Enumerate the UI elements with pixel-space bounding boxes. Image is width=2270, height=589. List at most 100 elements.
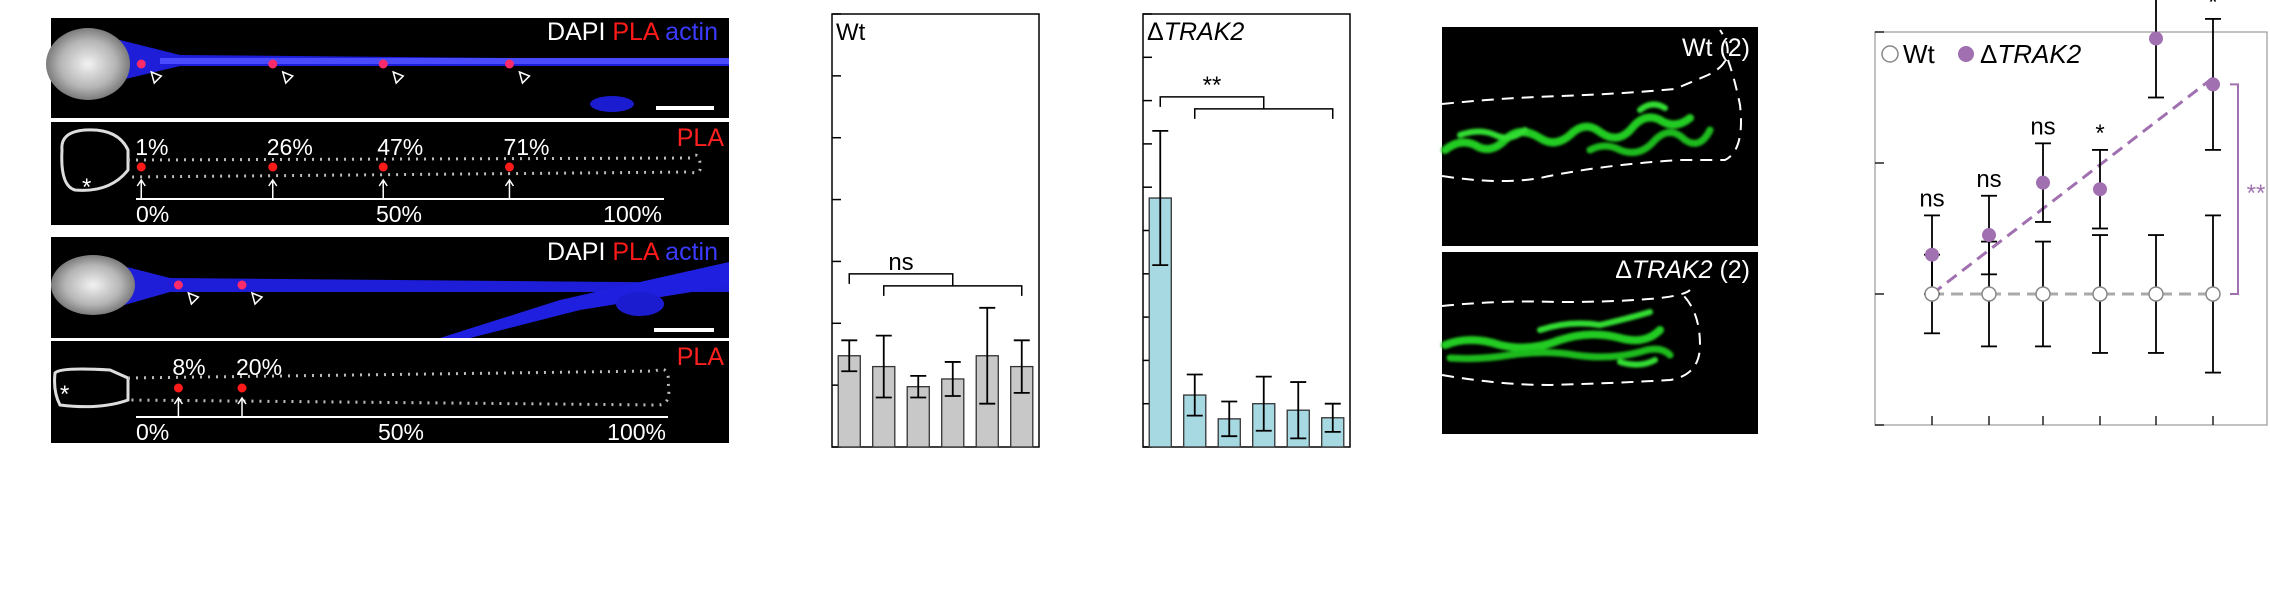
wt-nucleus-outline <box>60 128 130 192</box>
trak2-pla-dot-0 <box>173 280 183 290</box>
wt-scale-bar <box>656 106 714 110</box>
wt-trace-pct-2: 47% <box>377 134 423 160</box>
wt-trace-arrowhead-3 <box>504 178 515 187</box>
legend-wt-label: Wt <box>1903 39 1936 69</box>
cmp-wt-point-3 <box>2092 286 2108 302</box>
wt-bar-chart: Wt ns <box>831 13 1040 448</box>
trak2-axis-label-1: 50% <box>378 419 424 445</box>
legend-trak2-marker <box>1958 46 1974 62</box>
trak2-mito-strand-1 <box>1441 326 1664 352</box>
legend-wt-marker <box>1881 45 1899 63</box>
trak2-mito-strand-4 <box>1617 357 1658 368</box>
cmp-trak2-point-1 <box>1982 228 1996 243</box>
trak2-pla-arrowhead-1 <box>250 291 264 306</box>
trak2-trace-pct-1: 20% <box>236 354 282 380</box>
wt-pla-dot-0 <box>136 59 146 69</box>
cmp-wt-point-1 <box>1981 286 1997 302</box>
trak2-actin-blob <box>616 292 664 316</box>
trak2-pla-arrowhead-0 <box>187 291 200 306</box>
cmp-sig-5: * <box>2208 0 2217 16</box>
cmp-wt-point-4 <box>2148 286 2164 302</box>
wt-bars <box>837 306 1034 448</box>
cmp-wt-point-0 <box>1924 286 1940 302</box>
trak2-scale-bar <box>654 328 714 332</box>
legend-trak2-label: ΔTRAK2 <box>1980 39 2082 69</box>
cmp-sig-1: ns <box>1976 166 2001 193</box>
cmp-sig-0: ns <box>1919 185 1944 212</box>
trak2-chart-title: ΔTRAK2 <box>1147 18 1244 46</box>
mitochondria-images-panel: Wt (2) ΔTRAK2 (2) <box>1441 27 1758 434</box>
legend-dapi: DAPI <box>547 238 605 266</box>
trak2-actin-process <box>100 260 729 312</box>
wt-nucleus <box>46 28 130 100</box>
trak2-trace-dot-1 <box>237 383 247 393</box>
wt-micrograph-panel: DAPI PLA actin PLA * 1% 26% 47% 71% 0% 50% 10… <box>46 18 729 227</box>
cmp-fit-trak2 <box>1931 76 2214 296</box>
wt-axis-label-1: 50% <box>376 201 422 227</box>
trak2-micrograph-legend: DAPI PLA actin <box>547 238 718 266</box>
trak2-pla-dots <box>173 280 264 306</box>
legend-trak2-delta: Δ <box>1980 39 1997 69</box>
wt-pla-dot-3 <box>504 59 514 69</box>
wt-mito-strand-2 <box>1457 127 1528 141</box>
wt-axis-label-0: 0% <box>136 201 169 227</box>
wt-sig-label: ns <box>888 249 913 276</box>
trak2-trace-pct-0: 8% <box>172 354 205 380</box>
trak2-trace-dot-0 <box>173 383 183 393</box>
wt-trace-background <box>51 122 729 225</box>
legend-trak2-gene: TRAK2 <box>1997 39 2081 69</box>
trak2-trace-label: PLA <box>677 343 725 371</box>
trak2-axis-label-0: 0% <box>136 419 169 445</box>
trak2-micrograph-panel: DAPI PLA actin PLA * 8% 20% 0% 50% 100% <box>51 237 729 445</box>
wt-trace-markers: 1% 26% 47% 71% <box>135 134 550 198</box>
trak2-crossing-actin <box>440 262 729 338</box>
trak2-title-delta: Δ <box>1147 18 1164 46</box>
trak2-title-gene: TRAK2 <box>1164 18 1245 46</box>
wt-mito-strand-1 <box>1441 113 1694 154</box>
cmp-trak2-point-4 <box>2149 31 2163 46</box>
trak2-mito-delta: Δ <box>1615 256 1632 284</box>
trak2-significance: ** <box>1159 72 1334 119</box>
trak2-mito-strand-2 <box>1446 345 1674 363</box>
wt-mito-strand-4 <box>1637 101 1668 113</box>
trak2-trace-background <box>51 341 729 443</box>
wt-actin-blob <box>590 96 634 112</box>
cmp-sig-3: * <box>2095 120 2104 147</box>
wt-trace-dot-3 <box>504 162 514 172</box>
wt-pla-arrowhead-3 <box>518 70 531 85</box>
trak2-trace-arrowhead-0 <box>173 396 184 405</box>
wt-trace-arrowhead-2 <box>378 178 388 187</box>
wt-trace-pct-0: 1% <box>135 134 168 160</box>
trak2-mito-outline-bottom <box>1441 291 1702 387</box>
legend-dapi: DAPI <box>547 18 605 46</box>
comparison-plot-frame <box>1874 31 2268 426</box>
cmp-bracket <box>2230 83 2239 295</box>
trak2-trace-markers: 8% 20% <box>172 354 282 417</box>
wt-trace-pct-3: 71% <box>503 134 549 160</box>
trak2-sig-label: ** <box>1203 72 1222 99</box>
trak2-trace-arrowhead-1 <box>237 396 247 405</box>
wt-nucleus-asterisk: * <box>82 174 91 201</box>
comparison-fit-lines <box>1931 76 2214 296</box>
trak2-axis-label-2: 100% <box>607 419 666 445</box>
wt-trace-dot-0 <box>136 162 146 172</box>
wt-pla-arrowhead-1 <box>281 70 295 85</box>
trak2-bars <box>1148 130 1345 448</box>
wt-mito-network <box>1441 101 1714 156</box>
wt-trace-dot-2 <box>378 162 388 172</box>
trak2-mito-suffix: (2) <box>1713 256 1751 284</box>
trak2-sig-bracket-main <box>1159 96 1265 109</box>
wt-trace-axis-labels: 0% 50% 100% <box>136 201 662 227</box>
wt-chart-title: Wt <box>836 19 866 46</box>
legend-pla: PLA <box>605 238 660 266</box>
trak2-mito-gene: TRAK2 <box>1632 256 1713 284</box>
cmp-bracket-label: ** <box>2247 180 2266 207</box>
wt-mito-strand-3 <box>1586 126 1714 156</box>
trak2-trace-axis-labels: 0% 50% 100% <box>136 419 666 445</box>
comparison-points <box>1924 0 2221 374</box>
comparison-ticks <box>1875 31 2214 426</box>
legend-pla: PLA <box>605 18 660 46</box>
